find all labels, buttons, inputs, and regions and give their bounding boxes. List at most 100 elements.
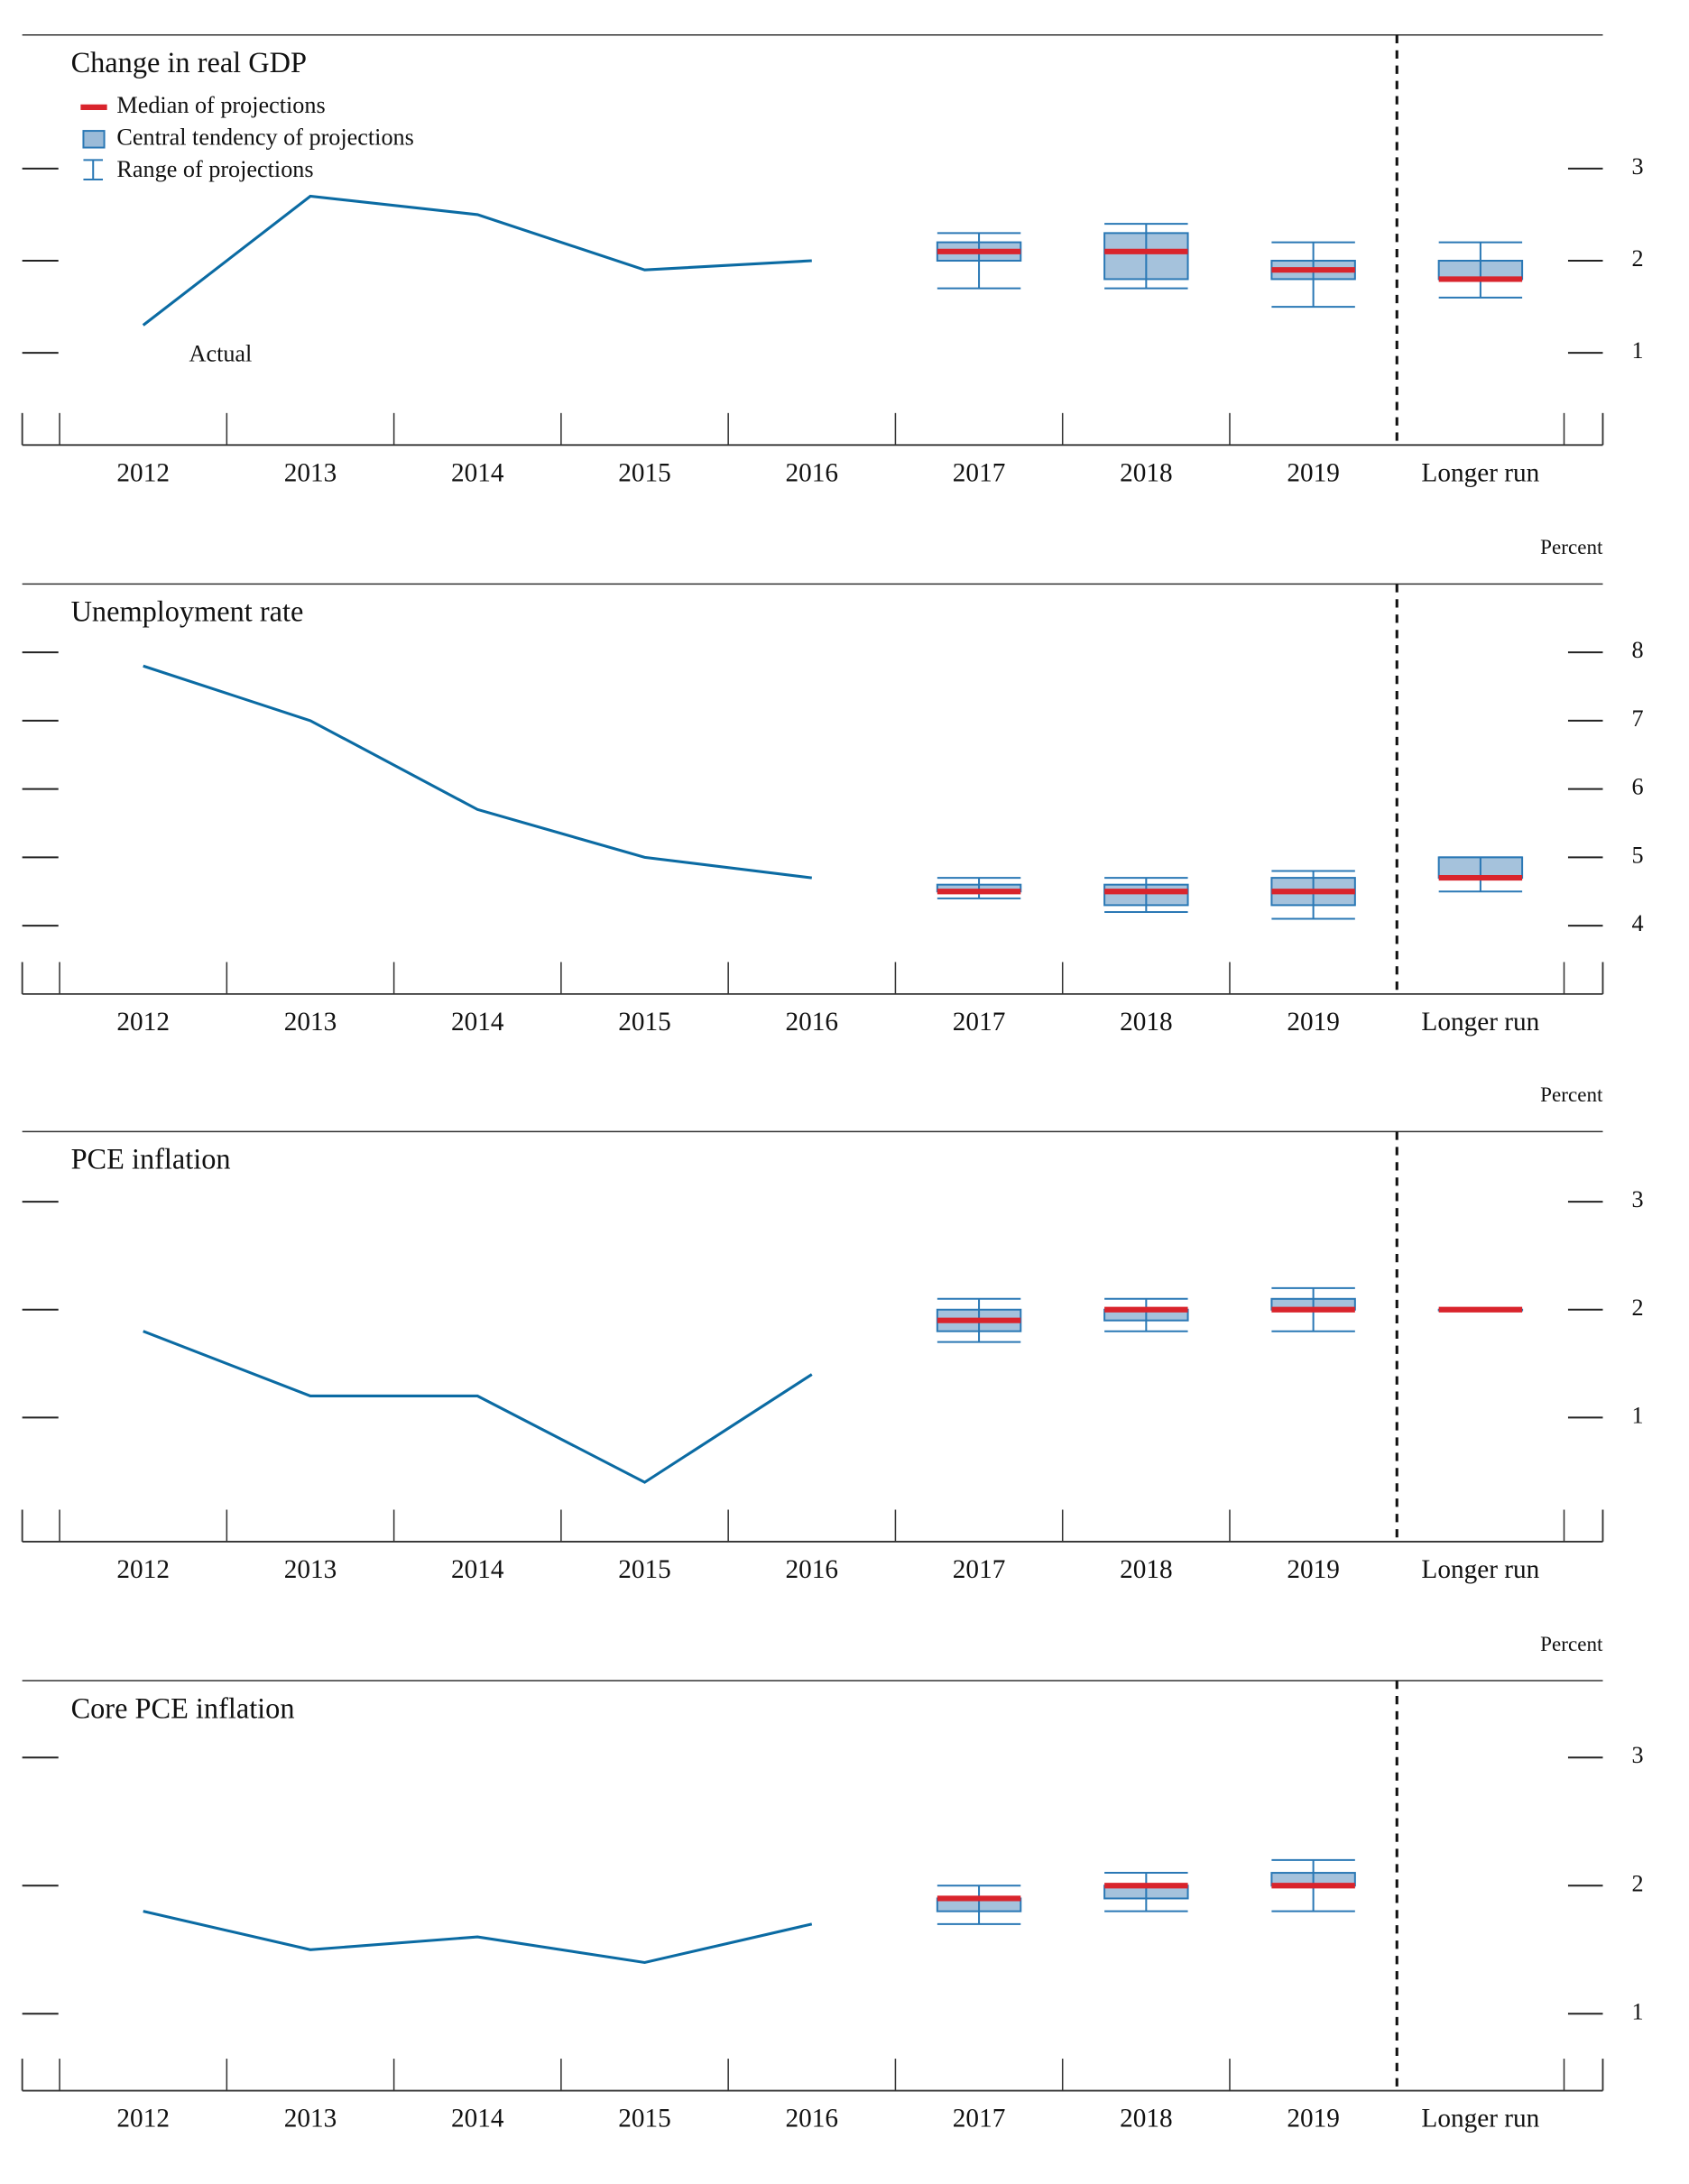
legend-label: Median of projections — [116, 92, 325, 118]
x-tick-label: 2012 — [116, 1008, 170, 1037]
y-tick-label: 5 — [1631, 842, 1643, 868]
y-axis-label: Percent — [1540, 535, 1603, 558]
x-tick-label-box: Longer run — [1421, 1555, 1540, 1585]
x-tick-label-box: 2016 — [785, 1555, 839, 1585]
x-tick-label: 2018 — [1120, 2104, 1173, 2134]
x-tick-label: 2016 — [785, 1008, 839, 1037]
x-tick-label-box: 2014 — [450, 2104, 504, 2134]
legend-box-swatch — [82, 130, 106, 149]
x-tick-label: 2015 — [618, 458, 671, 489]
x-tick-label-box: 2017 — [952, 1555, 1006, 1585]
x-tick-label-box: 2017 — [952, 1008, 1006, 1037]
x-tick-label: 2013 — [283, 458, 337, 489]
y-tick-label: 1 — [1631, 1998, 1643, 2024]
legend-label: Central tendency of projections — [116, 124, 413, 150]
legend-label: Range of projections — [116, 156, 313, 182]
x-tick-label-box: 2016 — [785, 1008, 839, 1037]
y-tick-label: 3 — [1631, 153, 1643, 180]
x-tick-label-box: 2015 — [618, 1008, 671, 1037]
x-tick-label-box: 2016 — [785, 2104, 839, 2134]
x-tick-label: 2013 — [283, 1555, 337, 1585]
x-tick-label-box: 2019 — [1287, 2104, 1340, 2134]
x-tick-label: 2018 — [1120, 458, 1173, 489]
y-tick-label: 2 — [1631, 245, 1643, 272]
x-tick-label: 2012 — [116, 458, 170, 489]
x-tick-label: 2013 — [283, 1008, 337, 1037]
x-tick-label: 2016 — [785, 1555, 839, 1585]
actual-line — [143, 1910, 813, 1965]
x-tick-label-box: Longer run — [1421, 2104, 1540, 2134]
y-tick-label: 3 — [1631, 1742, 1643, 1768]
x-tick-label: 2014 — [450, 2104, 504, 2134]
x-tick-label-box: 2015 — [618, 458, 671, 489]
x-tick-label-box: 2014 — [450, 1555, 504, 1585]
y-axis-label: Percent — [1540, 1083, 1603, 1106]
x-tick-label: 2018 — [1120, 1555, 1173, 1585]
x-tick-label: 2017 — [952, 458, 1006, 489]
x-tick-label-box: 2014 — [450, 458, 504, 489]
panel-title: Change in real GDP — [71, 46, 307, 78]
x-tick-label: 2017 — [952, 1008, 1006, 1037]
actual-line — [143, 1330, 813, 1484]
x-tick-label-box: 2015 — [618, 1555, 671, 1585]
x-tick-label-box: 2017 — [952, 2104, 1006, 2134]
x-tick-label-box: Longer run — [1421, 1008, 1540, 1037]
panel-title: PCE inflation — [71, 1143, 231, 1175]
x-tick-label-box: 2019 — [1287, 1555, 1340, 1585]
y-tick-label: 8 — [1631, 637, 1643, 663]
x-tick-label: 2012 — [116, 2104, 170, 2134]
x-tick-label: 2018 — [1120, 1008, 1173, 1037]
x-tick-label: 2013 — [283, 2104, 337, 2134]
x-tick-label-box: 2012 — [116, 1555, 170, 1585]
y-tick-label: 1 — [1631, 337, 1643, 364]
x-tick-label-box: Longer run — [1421, 458, 1540, 489]
y-tick-label: 4 — [1631, 910, 1643, 936]
y-tick-label: 6 — [1631, 774, 1643, 800]
x-tick-label-box: 2018 — [1120, 458, 1173, 489]
x-tick-label: 2016 — [785, 2104, 839, 2134]
y-tick-label: 2 — [1631, 1870, 1643, 1896]
x-tick-label: Longer run — [1421, 458, 1540, 489]
x-tick-label: 2019 — [1287, 1555, 1340, 1585]
x-tick-label-box: 2017 — [952, 458, 1006, 489]
x-tick-label-box: 2018 — [1120, 1008, 1173, 1037]
x-tick-label: 2014 — [450, 1008, 504, 1037]
x-tick-label-box: 2018 — [1120, 2104, 1173, 2134]
actual-line — [143, 664, 812, 880]
x-tick-label: 2014 — [450, 1555, 504, 1585]
x-tick-label-box: 2016 — [785, 458, 839, 489]
x-tick-label-box: 2013 — [283, 2104, 337, 2134]
x-tick-label-box: 2019 — [1287, 1008, 1340, 1037]
x-tick-label: 2015 — [618, 2104, 671, 2134]
x-tick-label-box: 2014 — [450, 1008, 504, 1037]
panel-title: Unemployment rate — [71, 595, 304, 628]
x-tick-label-box: 2018 — [1120, 1555, 1173, 1585]
x-tick-label: 2019 — [1287, 1008, 1340, 1037]
x-tick-label-box: 2013 — [283, 1555, 337, 1585]
panel-title: Core PCE inflation — [71, 1691, 295, 1724]
x-tick-label-box: 2019 — [1287, 458, 1340, 489]
y-tick-label: 1 — [1631, 1402, 1643, 1428]
x-tick-label: 2015 — [618, 1555, 671, 1585]
x-tick-label-box: 2012 — [116, 2104, 170, 2134]
x-tick-label: Longer run — [1421, 2104, 1540, 2134]
y-tick-label: 7 — [1631, 705, 1643, 732]
x-tick-label-box: 2015 — [618, 2104, 671, 2134]
x-tick-label: Longer run — [1421, 1008, 1540, 1037]
actual-annotation: Actual — [189, 341, 253, 367]
y-tick-label: 3 — [1631, 1186, 1643, 1212]
x-tick-label: Longer run — [1421, 1555, 1540, 1585]
x-tick-label: 2012 — [116, 1555, 170, 1585]
x-tick-label: 2016 — [785, 458, 839, 489]
x-tick-label-box: 2012 — [116, 1008, 170, 1037]
x-tick-label: 2017 — [952, 2104, 1006, 2134]
x-tick-label: 2019 — [1287, 458, 1340, 489]
y-tick-label: 2 — [1631, 1295, 1643, 1321]
x-tick-label: 2019 — [1287, 2104, 1340, 2134]
actual-line — [142, 194, 812, 327]
x-tick-label: 2017 — [952, 1555, 1006, 1585]
x-tick-label: 2014 — [450, 458, 504, 489]
x-tick-label-box: 2012 — [116, 458, 170, 489]
